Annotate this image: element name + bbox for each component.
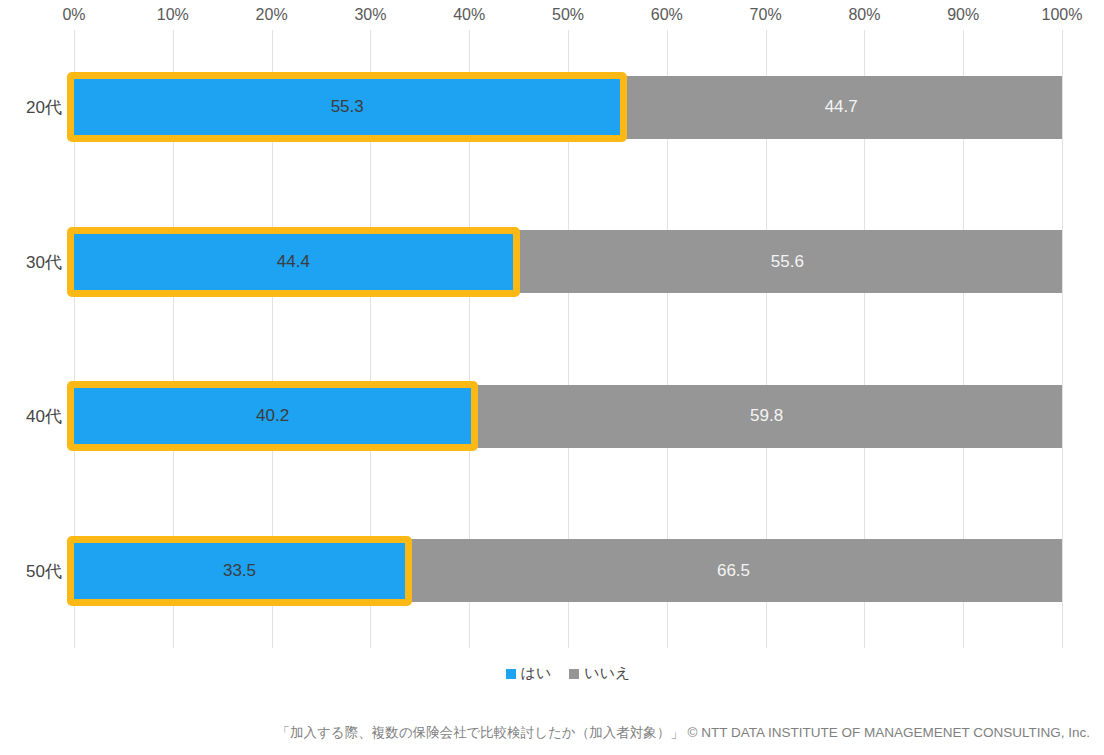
x-axis-tick-label: 40% (453, 6, 485, 24)
bar-segment-no[interactable]: 66.5 (405, 539, 1062, 602)
category-label: 20代 (26, 96, 62, 119)
bar-track: 44.755.3 (74, 72, 1062, 142)
x-axis-tick-label: 60% (651, 6, 683, 24)
category-label: 50代 (26, 559, 62, 582)
bar-track: 55.644.4 (74, 227, 1062, 297)
x-axis-tick-label: 90% (947, 6, 979, 24)
legend-item[interactable]: はい (506, 664, 552, 683)
bar-segment-yes-highlighted[interactable]: 55.3 (67, 72, 627, 142)
legend-swatch-icon (506, 669, 516, 679)
bar-segment-yes-highlighted[interactable]: 40.2 (67, 381, 478, 451)
x-axis-tick-label: 10% (157, 6, 189, 24)
legend-label: いいえ (584, 664, 630, 683)
bar-row: 50代66.533.5 (74, 494, 1062, 649)
bar-segment-yes-highlighted[interactable]: 44.4 (67, 227, 520, 297)
bar-row: 30代55.644.4 (74, 185, 1062, 340)
gridline (1062, 30, 1063, 648)
legend-label: はい (521, 664, 552, 683)
bar-track: 66.533.5 (74, 536, 1062, 606)
legend: はい いいえ (74, 664, 1062, 683)
bar-segment-no[interactable]: 44.7 (620, 76, 1062, 139)
plot-area: 20代44.755.330代55.644.440代59.840.250代66.5… (74, 30, 1062, 648)
x-axis-tick-label: 70% (750, 6, 782, 24)
legend-swatch-icon (569, 669, 579, 679)
bar-row: 20代44.755.3 (74, 30, 1062, 185)
legend-item[interactable]: いいえ (569, 664, 630, 683)
category-label: 40代 (26, 405, 62, 428)
x-axis-tick-label: 0% (62, 6, 85, 24)
bar-segment-no[interactable]: 59.8 (471, 385, 1062, 448)
bar-row: 40代59.840.2 (74, 339, 1062, 494)
x-axis-tick-label: 30% (354, 6, 386, 24)
chart-source-caption: 「加入する際、複数の保険会社で比較検討したか（加入者対象）」 © NTT DAT… (277, 724, 1090, 742)
x-axis-tick-label: 50% (552, 6, 584, 24)
bar-segment-no[interactable]: 55.6 (513, 230, 1062, 293)
x-axis-tick-label: 20% (256, 6, 288, 24)
bar-segment-yes-highlighted[interactable]: 33.5 (67, 536, 412, 606)
category-label: 30代 (26, 250, 62, 273)
bar-track: 59.840.2 (74, 381, 1062, 451)
stacked-bar-chart: 0%10%20%30%40%50%60%70%80%90%100% 20代44.… (0, 0, 1104, 755)
x-axis-tick-label: 80% (848, 6, 880, 24)
x-axis-tick-label: 100% (1042, 6, 1083, 24)
